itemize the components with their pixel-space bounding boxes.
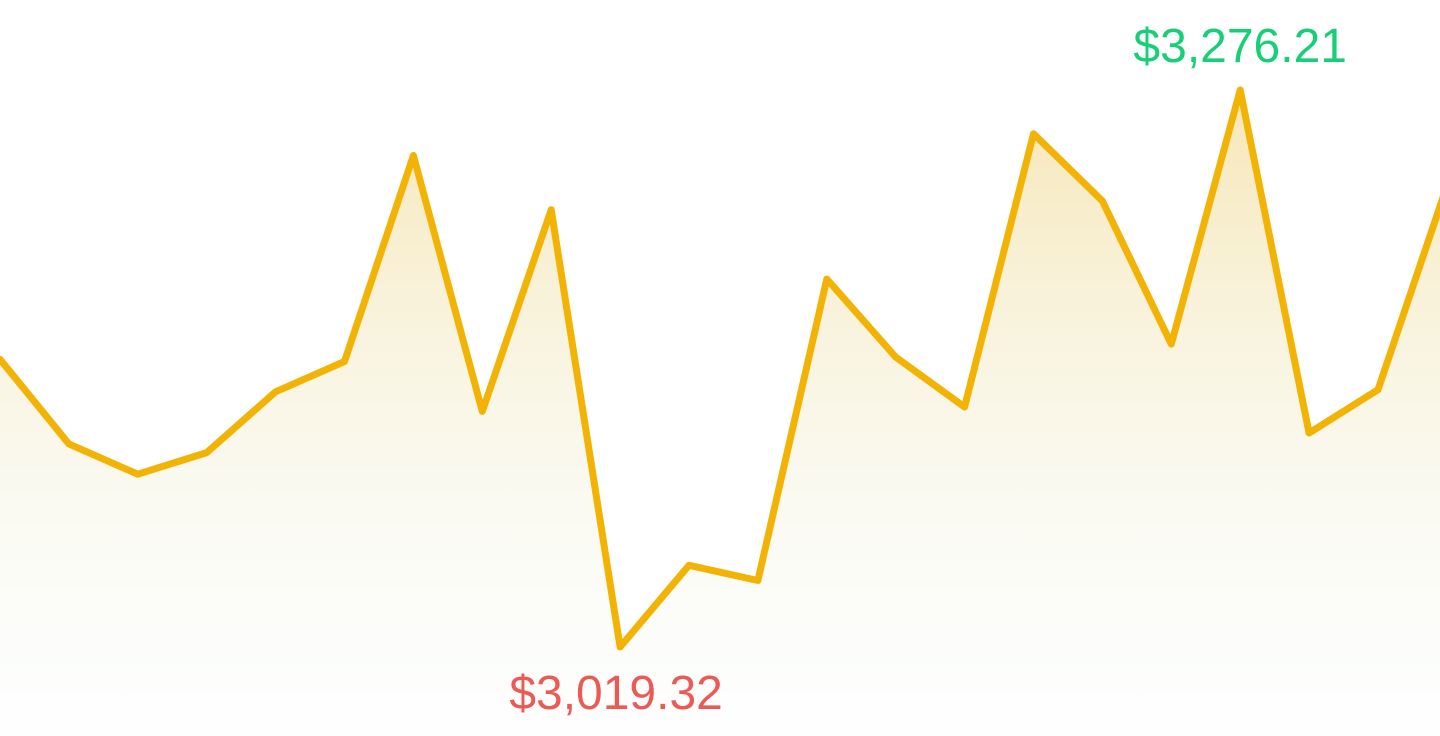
- data-point: [1031, 131, 1037, 137]
- data-point: [135, 471, 141, 477]
- min-value-label: $3,019.32: [509, 667, 723, 720]
- max-value-label: $3,276.21: [1133, 20, 1347, 73]
- price-line: [0, 86, 1440, 651]
- data-point: [1099, 198, 1105, 204]
- data-point: [617, 644, 623, 650]
- data-point: [1237, 87, 1243, 93]
- data-point: [1168, 341, 1174, 347]
- area-fill: [0, 90, 1440, 736]
- data-point: [548, 207, 554, 213]
- data-point: [410, 153, 416, 159]
- data-point: [66, 441, 72, 447]
- data-point: [479, 408, 485, 414]
- data-point: [686, 562, 692, 568]
- data-point: [755, 577, 761, 583]
- data-point: [204, 450, 210, 456]
- data-point: [824, 276, 830, 282]
- data-point: [273, 389, 279, 395]
- data-point: [893, 354, 899, 360]
- data-point: [962, 404, 968, 410]
- data-point: [1306, 430, 1312, 436]
- data-point: [342, 358, 348, 364]
- data-point: [1375, 387, 1381, 393]
